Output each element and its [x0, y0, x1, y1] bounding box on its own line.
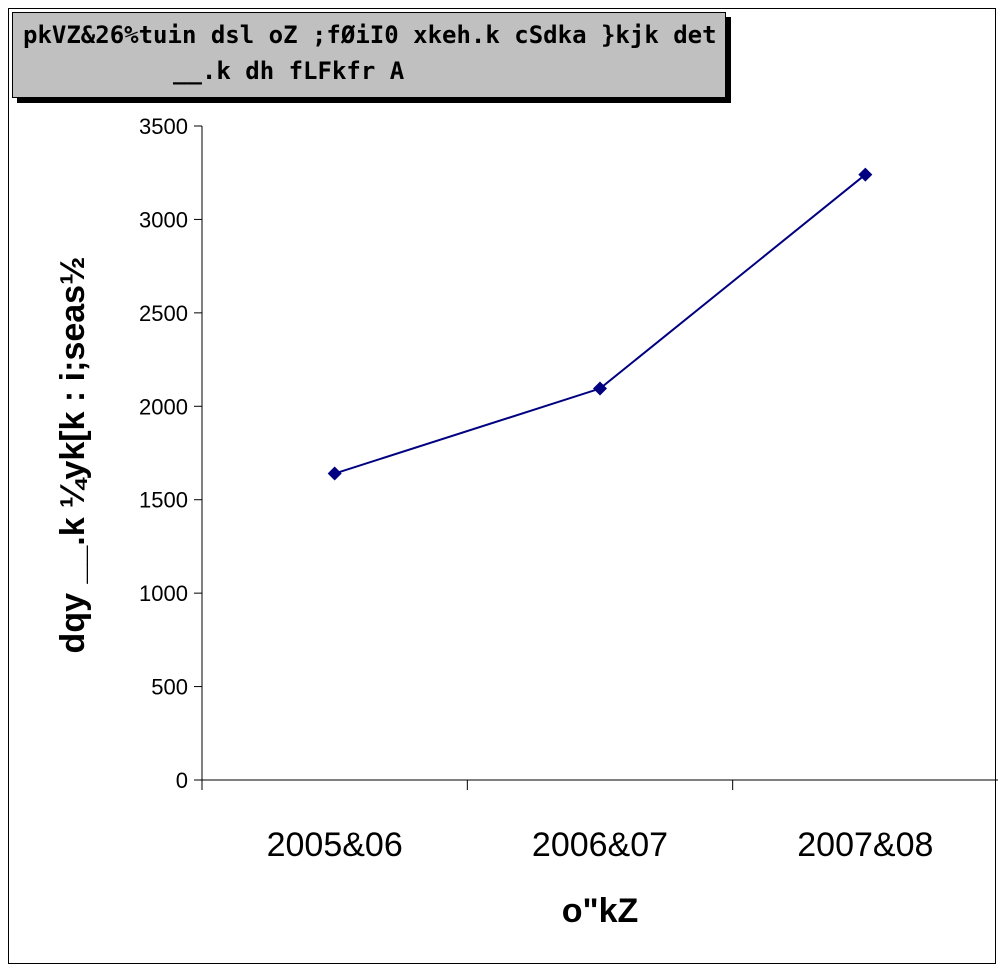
chart-title-line-1: pkVZ&26%tuin dsl oZ ;fØiI0 xkeh.k cSdka …	[23, 21, 715, 49]
chart-title-line-2: __.k dh fLFkfr A	[173, 57, 405, 85]
data-point	[593, 381, 607, 396]
series-line	[334, 173, 866, 475]
y-axis-ticks: 0 500 1000 1500 2000 2500 3000 3500	[139, 114, 202, 793]
y-tick-label: 0	[176, 768, 188, 793]
y-tick-label: 3500	[139, 114, 188, 139]
y-tick-label: 1500	[139, 488, 188, 513]
x-tick-label: 2006&07	[532, 826, 668, 864]
chart-title-box: pkVZ&26%tuin dsl oZ ;fØiI0 xkeh.k cSdka …	[12, 12, 726, 98]
x-axis-ticks: 2005&06 2006&07 2007&08	[201, 780, 933, 864]
chart-frame	[8, 8, 996, 964]
axes	[201, 126, 998, 781]
data-point	[327, 466, 342, 481]
y-tick-label: 2000	[139, 394, 188, 419]
series-group	[327, 167, 873, 481]
y-tick-label: 3000	[139, 207, 188, 232]
y-tick-label: 500	[151, 675, 188, 700]
y-tick-label: 2500	[139, 301, 188, 326]
x-tick-label: 2005&06	[267, 826, 403, 864]
y-axis-title: dqy __.k ¼yk[k : i;seas½	[54, 257, 92, 654]
data-point	[858, 167, 873, 182]
x-tick-label: 2007&08	[797, 826, 933, 864]
x-axis-title: o"kZ	[562, 892, 639, 930]
y-tick-label: 1000	[139, 581, 188, 606]
